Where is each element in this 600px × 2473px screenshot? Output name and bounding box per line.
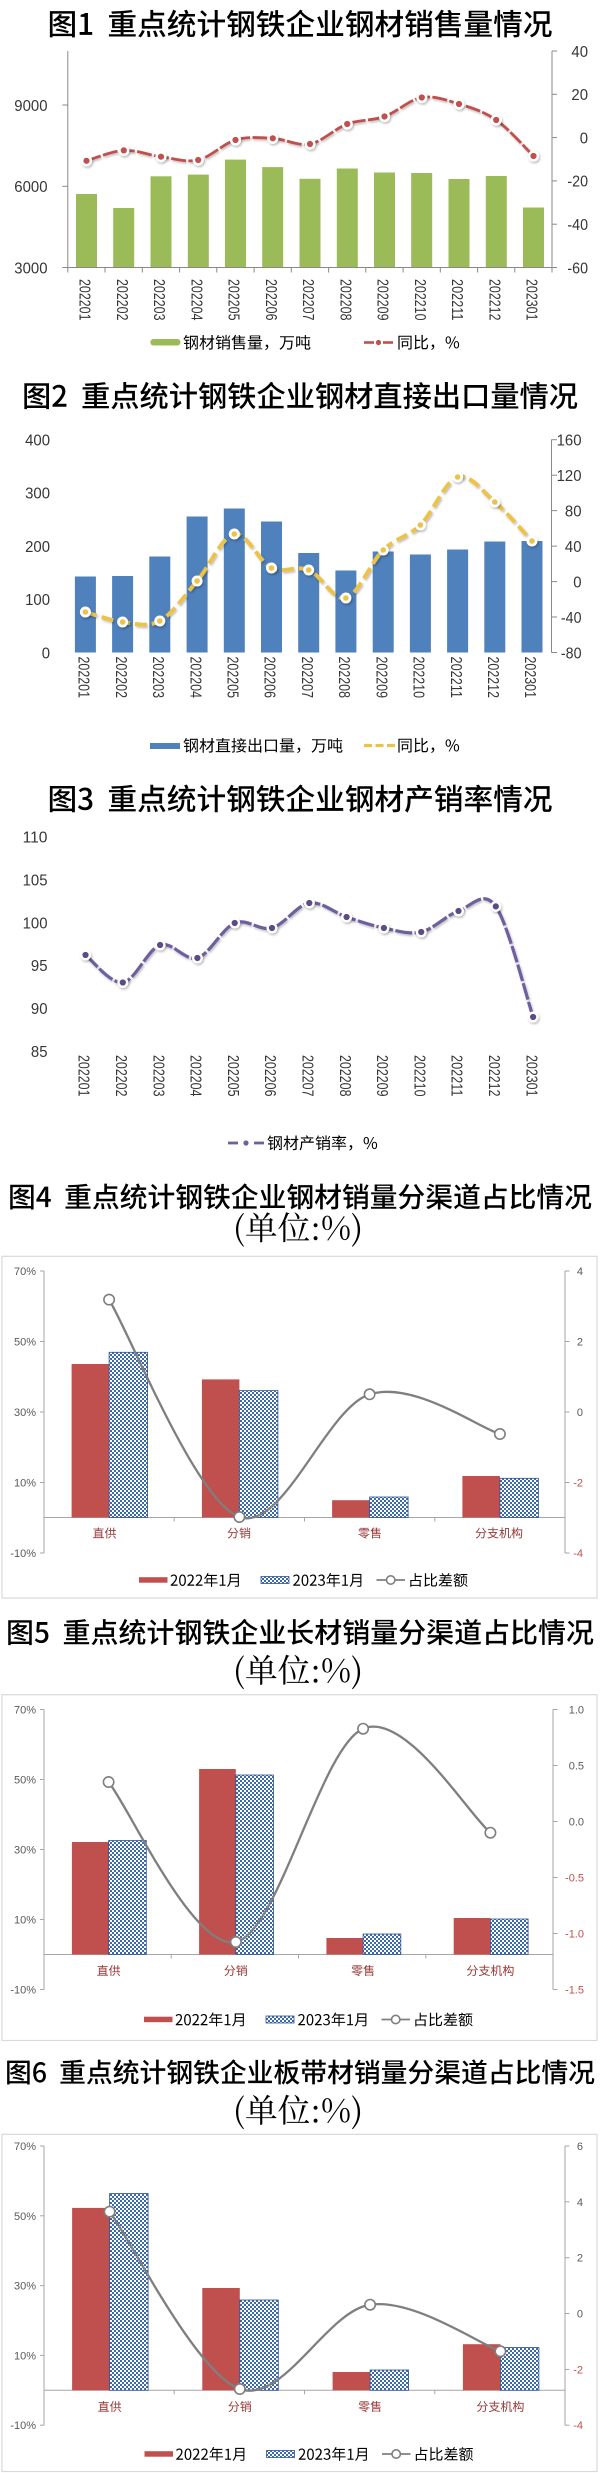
- svg-text:400: 400: [25, 433, 50, 450]
- svg-text:202211: 202211: [448, 279, 465, 321]
- svg-text:-0.5: -0.5: [565, 1873, 584, 1885]
- svg-text:100: 100: [23, 915, 48, 932]
- svg-text:90: 90: [31, 1001, 48, 1018]
- svg-text:202209: 202209: [372, 657, 389, 699]
- svg-text:202204: 202204: [186, 657, 203, 699]
- svg-text:30%: 30%: [14, 2281, 36, 2293]
- svg-text:202207: 202207: [299, 1055, 316, 1097]
- svg-text:202208: 202208: [335, 657, 352, 699]
- svg-text:-1.0: -1.0: [565, 1929, 584, 1941]
- svg-text:202201: 202201: [76, 279, 93, 321]
- svg-text:202202: 202202: [112, 1055, 129, 1097]
- svg-text:-1.5: -1.5: [565, 1985, 584, 1997]
- svg-text:300: 300: [25, 486, 50, 503]
- svg-text:202211: 202211: [447, 657, 464, 699]
- svg-text:40: 40: [565, 539, 582, 556]
- svg-text:202207: 202207: [298, 657, 315, 699]
- svg-text:202210: 202210: [411, 279, 428, 321]
- svg-text:202210: 202210: [410, 657, 427, 699]
- svg-text:202301: 202301: [523, 279, 540, 321]
- svg-text:202210: 202210: [410, 1055, 427, 1097]
- svg-text:30%: 30%: [14, 1407, 36, 1419]
- svg-text:0: 0: [42, 645, 50, 662]
- svg-text:202203: 202203: [150, 279, 167, 321]
- svg-text:-2: -2: [573, 2364, 583, 2376]
- svg-text:50%: 50%: [14, 1775, 36, 1787]
- svg-text:202202: 202202: [113, 279, 130, 321]
- svg-text:-10%: -10%: [10, 2420, 36, 2432]
- svg-text:202211: 202211: [448, 1055, 465, 1097]
- svg-text:30%: 30%: [14, 1845, 36, 1857]
- svg-text:0: 0: [580, 130, 588, 147]
- svg-text:-4: -4: [573, 1548, 583, 1560]
- svg-text:202203: 202203: [149, 1055, 166, 1097]
- svg-text:-10%: -10%: [10, 1985, 36, 1997]
- svg-text:-20: -20: [567, 174, 588, 191]
- svg-text:6: 6: [577, 2141, 583, 2153]
- svg-text:70%: 70%: [14, 1266, 36, 1278]
- svg-text:202212: 202212: [484, 657, 501, 699]
- svg-text:202205: 202205: [224, 1055, 241, 1097]
- svg-text:0.0: 0.0: [569, 1817, 584, 1829]
- svg-text:-40: -40: [567, 217, 588, 234]
- svg-text:10%: 10%: [14, 2350, 36, 2362]
- svg-text:160: 160: [557, 433, 582, 450]
- svg-text:80: 80: [565, 503, 582, 520]
- svg-text:-2: -2: [573, 1478, 583, 1490]
- svg-text:50%: 50%: [14, 2211, 36, 2223]
- svg-text:9000: 9000: [14, 98, 47, 115]
- svg-text:202212: 202212: [485, 279, 502, 321]
- svg-text:202202: 202202: [112, 657, 129, 699]
- svg-text:10%: 10%: [14, 1478, 36, 1490]
- svg-text:0: 0: [577, 1407, 583, 1419]
- svg-text:2: 2: [577, 2253, 583, 2265]
- svg-text:202206: 202206: [261, 1055, 278, 1097]
- svg-text:-10%: -10%: [10, 1548, 36, 1560]
- svg-text:202208: 202208: [336, 1055, 353, 1097]
- svg-text:0.5: 0.5: [569, 1761, 584, 1773]
- svg-text:202209: 202209: [374, 279, 391, 321]
- svg-text:202203: 202203: [149, 657, 166, 699]
- svg-text:100: 100: [25, 592, 50, 609]
- svg-text:110: 110: [23, 830, 48, 847]
- svg-text:20: 20: [571, 87, 588, 104]
- svg-text:202206: 202206: [262, 279, 279, 321]
- svg-text:70%: 70%: [14, 1705, 36, 1717]
- svg-text:202301: 202301: [521, 657, 538, 699]
- svg-text:4: 4: [577, 2197, 583, 2209]
- svg-text:202201: 202201: [75, 657, 92, 699]
- svg-text:202204: 202204: [187, 279, 204, 321]
- svg-text:202205: 202205: [225, 279, 242, 321]
- svg-text:3000: 3000: [14, 260, 47, 277]
- svg-text:202208: 202208: [336, 279, 353, 321]
- svg-text:2: 2: [577, 1337, 583, 1349]
- svg-text:202201: 202201: [75, 1055, 92, 1097]
- svg-text:4: 4: [577, 1266, 583, 1278]
- svg-text:0: 0: [577, 2309, 583, 2321]
- svg-text:202207: 202207: [299, 279, 316, 321]
- svg-text:200: 200: [25, 539, 50, 556]
- svg-text:40: 40: [571, 44, 588, 61]
- svg-text:95: 95: [31, 958, 48, 975]
- svg-text:6000: 6000: [14, 179, 47, 196]
- svg-text:1.0: 1.0: [569, 1705, 584, 1717]
- svg-text:50%: 50%: [14, 1337, 36, 1349]
- svg-text:85: 85: [31, 1044, 48, 1061]
- svg-text:202209: 202209: [373, 1055, 390, 1097]
- svg-text:120: 120: [557, 468, 582, 485]
- svg-text:202212: 202212: [485, 1055, 502, 1097]
- svg-text:202204: 202204: [187, 1055, 204, 1097]
- svg-text:202301: 202301: [522, 1055, 539, 1097]
- svg-text:202205: 202205: [224, 657, 241, 699]
- svg-text:105: 105: [23, 872, 48, 889]
- svg-text:-60: -60: [567, 260, 588, 277]
- svg-text:0: 0: [573, 574, 581, 591]
- svg-text:70%: 70%: [14, 2141, 36, 2153]
- svg-text:-4: -4: [573, 2420, 583, 2432]
- svg-text:-80: -80: [561, 645, 582, 662]
- svg-text:202206: 202206: [261, 657, 278, 699]
- svg-text:10%: 10%: [14, 1915, 36, 1927]
- svg-text:-40: -40: [561, 610, 582, 627]
